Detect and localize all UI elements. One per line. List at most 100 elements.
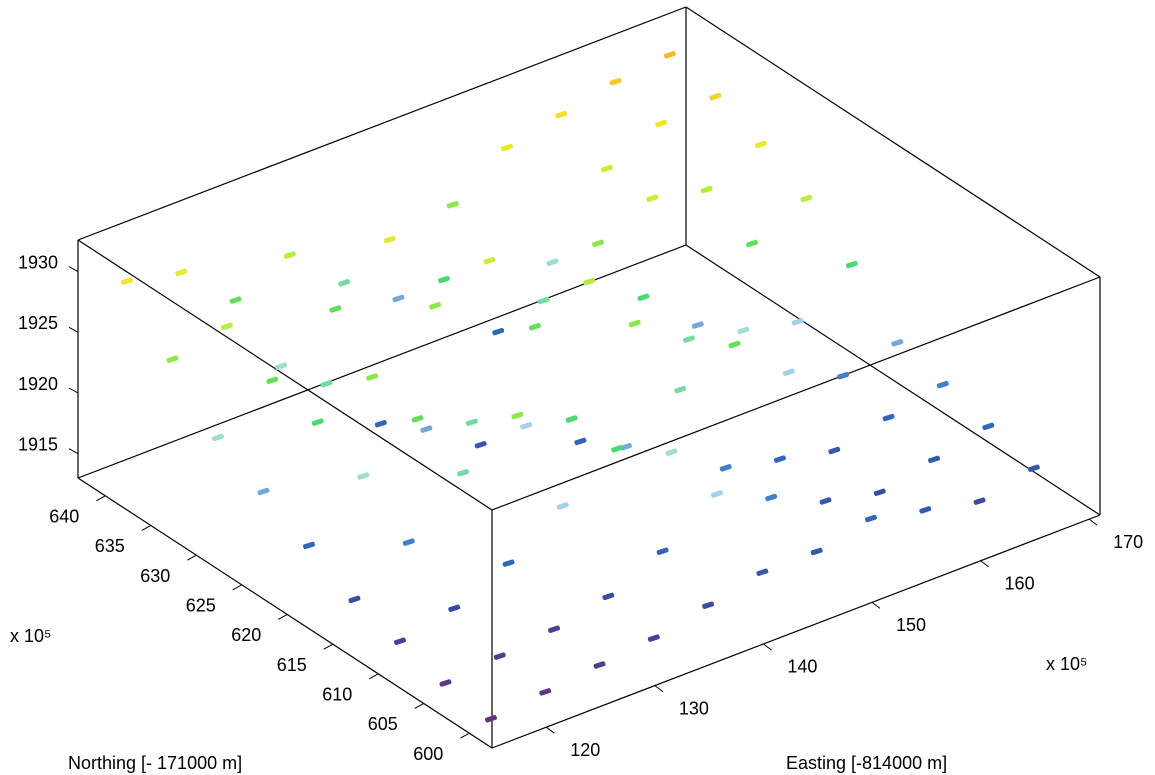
- point: [303, 541, 316, 549]
- box-edge: [78, 478, 492, 748]
- x-tick-label: 130: [679, 698, 709, 718]
- x-tick: [655, 686, 663, 692]
- z-tick-label: 1925: [18, 313, 58, 333]
- point: [691, 321, 704, 329]
- point: [283, 251, 296, 259]
- point: [600, 164, 613, 172]
- point: [583, 277, 596, 285]
- point: [366, 373, 379, 381]
- y-tick: [278, 614, 287, 619]
- box-edge: [492, 515, 1100, 748]
- point: [555, 110, 568, 118]
- point: [728, 340, 741, 348]
- point: [719, 464, 732, 472]
- point: [348, 595, 361, 603]
- point: [593, 661, 606, 669]
- point: [765, 493, 778, 501]
- point: [266, 376, 279, 384]
- point: [448, 604, 461, 612]
- point: [229, 296, 242, 304]
- point: [837, 372, 850, 380]
- point: [819, 497, 832, 505]
- point: [782, 368, 795, 376]
- point: [528, 323, 541, 331]
- point: [393, 637, 406, 645]
- x-tick-label: 170: [1113, 532, 1143, 552]
- x-tick: [546, 727, 554, 733]
- box-edge: [78, 240, 492, 510]
- z-tick: [69, 449, 78, 454]
- chart: 1201301401501601706006056106156206256306…: [0, 0, 1155, 775]
- point: [611, 444, 624, 452]
- point: [501, 143, 514, 151]
- x-tick-label: 120: [570, 740, 600, 760]
- point: [647, 634, 660, 642]
- y-tick: [324, 644, 333, 649]
- y-tick-label: 625: [186, 596, 216, 616]
- point: [828, 446, 841, 454]
- point: [220, 322, 233, 330]
- y-tick: [415, 703, 424, 708]
- point: [702, 601, 715, 609]
- point: [411, 415, 424, 423]
- point: [754, 140, 767, 148]
- box-edge: [492, 277, 1100, 510]
- point: [556, 502, 569, 510]
- point: [683, 335, 696, 343]
- point: [465, 418, 478, 426]
- y-tick-label: 620: [231, 625, 261, 645]
- point: [374, 419, 387, 427]
- box-edge: [78, 7, 686, 240]
- point: [439, 679, 452, 687]
- y-tick: [187, 555, 196, 560]
- point: [756, 568, 769, 576]
- x-tick-label: 140: [787, 657, 817, 677]
- point: [257, 487, 270, 495]
- point: [311, 418, 324, 426]
- point: [402, 538, 415, 546]
- z-tick: [69, 267, 78, 272]
- point: [420, 425, 433, 433]
- box-edge: [686, 7, 1100, 277]
- point: [565, 415, 578, 423]
- y-tick-label: 600: [413, 744, 443, 764]
- point: [674, 385, 687, 393]
- y-tick-label: 635: [95, 536, 125, 556]
- y-tick: [369, 674, 378, 679]
- point: [982, 422, 995, 430]
- z-tick: [69, 388, 78, 393]
- point: [446, 201, 459, 209]
- point: [320, 380, 333, 388]
- point: [493, 652, 506, 660]
- point: [166, 355, 179, 363]
- axes: 1201301401501601706006056106156206256306…: [18, 252, 1143, 764]
- box-edge: [686, 245, 1100, 515]
- x-tick-label: 160: [1005, 574, 1035, 594]
- point: [492, 327, 505, 335]
- x-multiplier: x 10⁵: [1046, 654, 1087, 674]
- point: [873, 488, 886, 496]
- point: [357, 472, 370, 480]
- point: [392, 294, 405, 302]
- point: [592, 239, 605, 247]
- point: [520, 422, 533, 430]
- z-tick: [69, 327, 78, 332]
- point: [663, 51, 676, 59]
- z-tick-label: 1920: [18, 374, 58, 394]
- point: [637, 293, 650, 301]
- point: [628, 319, 641, 327]
- y-tick-label: 630: [140, 566, 170, 586]
- point: [919, 506, 932, 514]
- point: [864, 514, 877, 522]
- y-tick: [96, 496, 105, 501]
- point: [546, 258, 559, 266]
- point: [175, 268, 188, 276]
- x-tick: [763, 644, 771, 650]
- point: [936, 380, 949, 388]
- point: [457, 469, 470, 477]
- y-tick-label: 605: [368, 714, 398, 734]
- point: [483, 256, 496, 264]
- point: [710, 490, 723, 498]
- point: [973, 497, 986, 505]
- point: [121, 277, 134, 285]
